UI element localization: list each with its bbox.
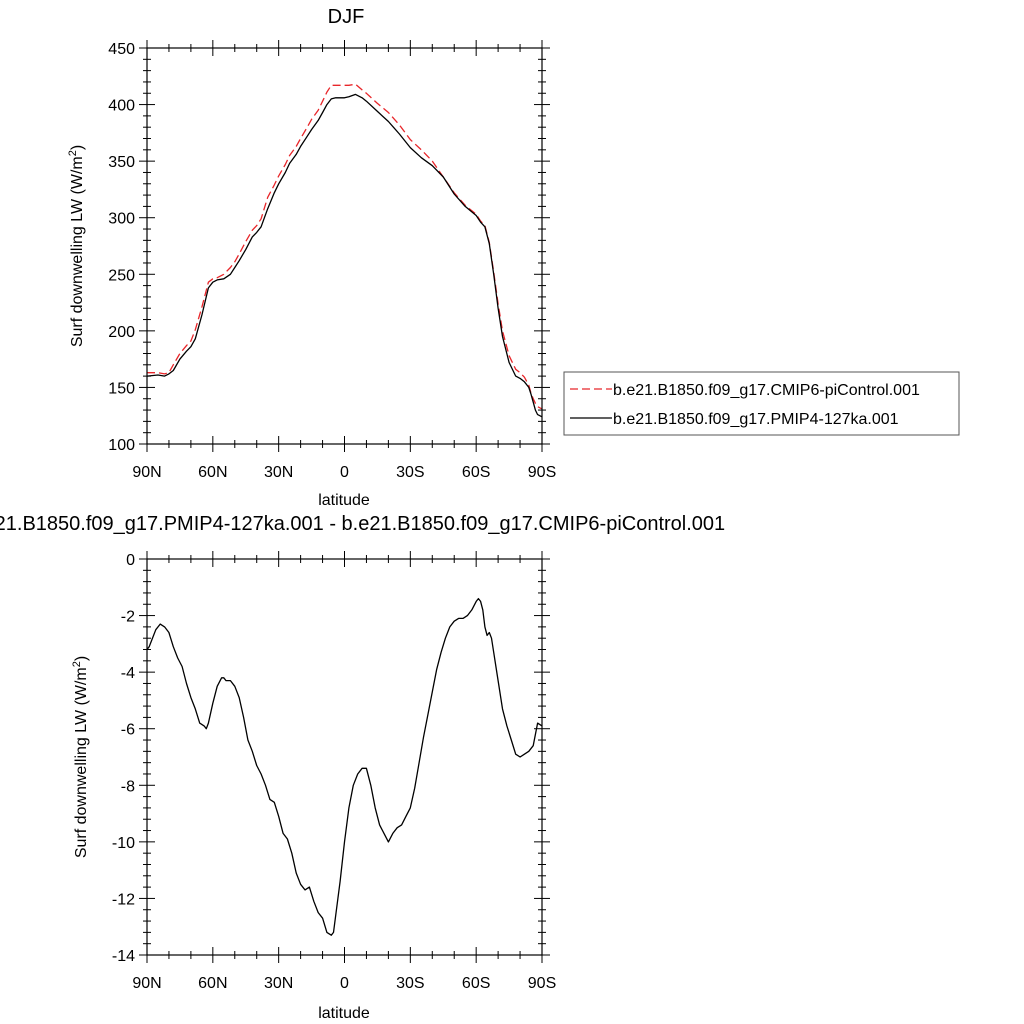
bottom-y-tick-label: -6 (121, 722, 135, 739)
top-x-tick-label: 60S (462, 464, 490, 481)
bottom-x-tick-label: 60N (198, 975, 227, 992)
top-y-ticks: 100 150 200 250 300 350 400 450 (108, 41, 550, 454)
bottom-x-tick-label: 60S (462, 975, 490, 992)
bottom-x-axis-label: latitude (318, 1005, 370, 1022)
top-panel: DJF 100 150 200 250 300 350 400 450 90N 60N 30N 0 3… (67, 6, 556, 509)
bottom-x-tick-label: 30S (396, 975, 424, 992)
top-y-tick-label: 100 (108, 437, 135, 454)
top-y-tick-label: 450 (108, 41, 135, 58)
bottom-y-ticks: 0 -2 -4 -6 -8 -10 -12 -14 (112, 552, 550, 965)
bottom-y-tick-label: 0 (126, 552, 135, 569)
bottom-panel: b.e21.B1850.f09_g17.PMIP4-127ka.001 - b.… (0, 513, 725, 1022)
top-x-ticks: 90N 60N 30N 0 30S 60S 90S (132, 40, 556, 481)
legend: b.e21.B1850.f09_g17.CMIP6-piControl.001 … (563, 371, 960, 436)
top-x-tick-label: 0 (340, 464, 349, 481)
top-x-tick-label: 60N (198, 464, 227, 481)
top-y-tick-label: 350 (108, 154, 135, 171)
bottom-x-ticks: 90N 60N 30N 0 30S 60S 90S (132, 551, 556, 992)
bottom-y-axis-label-close: ) (73, 656, 90, 661)
bottom-y-tick-label: -8 (121, 778, 135, 795)
legend-label-127ka: b.e21.B1850.f09_g17.PMIP4-127ka.001 (613, 411, 899, 428)
bottom-x-tick-label: 30N (264, 975, 293, 992)
bottom-y-tick-label: -12 (112, 891, 135, 908)
top-x-axis-label: latitude (318, 492, 370, 509)
bottom-y-tick-label: -10 (112, 835, 135, 852)
bottom-plot-frame (146, 558, 543, 956)
top-y-tick-label: 150 (108, 380, 135, 397)
bottom-x-tick-label: 90N (132, 975, 161, 992)
bottom-y-tick-label: -4 (121, 665, 135, 682)
top-y-tick-label: 300 (108, 211, 135, 228)
top-series-line-0 (147, 83, 543, 410)
bottom-x-tick-label: 90S (528, 975, 556, 992)
top-y-tick-label: 200 (108, 324, 135, 341)
bottom-series-line-0 (146, 597, 543, 936)
bottom-y-tick-label: -14 (112, 948, 135, 965)
bottom-y-tick-label: -2 (121, 609, 135, 626)
top-series-line-1 (146, 93, 543, 418)
legend-label-picontrol: b.e21.B1850.f09_g17.CMIP6-piControl.001 (613, 382, 920, 399)
top-y-axis-label-close: ) (69, 145, 86, 150)
bottom-series-group (146, 597, 543, 936)
bottom-y-axis-label-main: Surf downwelling LW (W/m (73, 667, 90, 858)
top-y-axis-label-main: Surf downwelling LW (W/m (69, 156, 86, 347)
top-y-axis-label-sup: 2 (67, 150, 79, 156)
bottom-y-axis-label: Surf downwelling LW (W/m2) (71, 656, 90, 858)
top-plot-frame (146, 47, 543, 445)
legend-box (563, 371, 960, 436)
bottom-x-tick-label: 0 (340, 975, 349, 992)
top-x-tick-label: 30S (396, 464, 424, 481)
top-x-tick-label: 90S (528, 464, 556, 481)
top-y-tick-label: 250 (108, 267, 135, 284)
bottom-y-axis-label-sup: 2 (71, 661, 83, 667)
top-y-axis-label: Surf downwelling LW (W/m2) (67, 145, 86, 347)
top-y-tick-label: 400 (108, 98, 135, 115)
top-series-group (146, 83, 543, 418)
top-x-tick-label: 30N (264, 464, 293, 481)
bottom-chart-title: b.e21.B1850.f09_g17.PMIP4-127ka.001 - b.… (0, 513, 725, 535)
top-x-tick-label: 90N (132, 464, 161, 481)
top-chart-title: DJF (328, 6, 365, 28)
